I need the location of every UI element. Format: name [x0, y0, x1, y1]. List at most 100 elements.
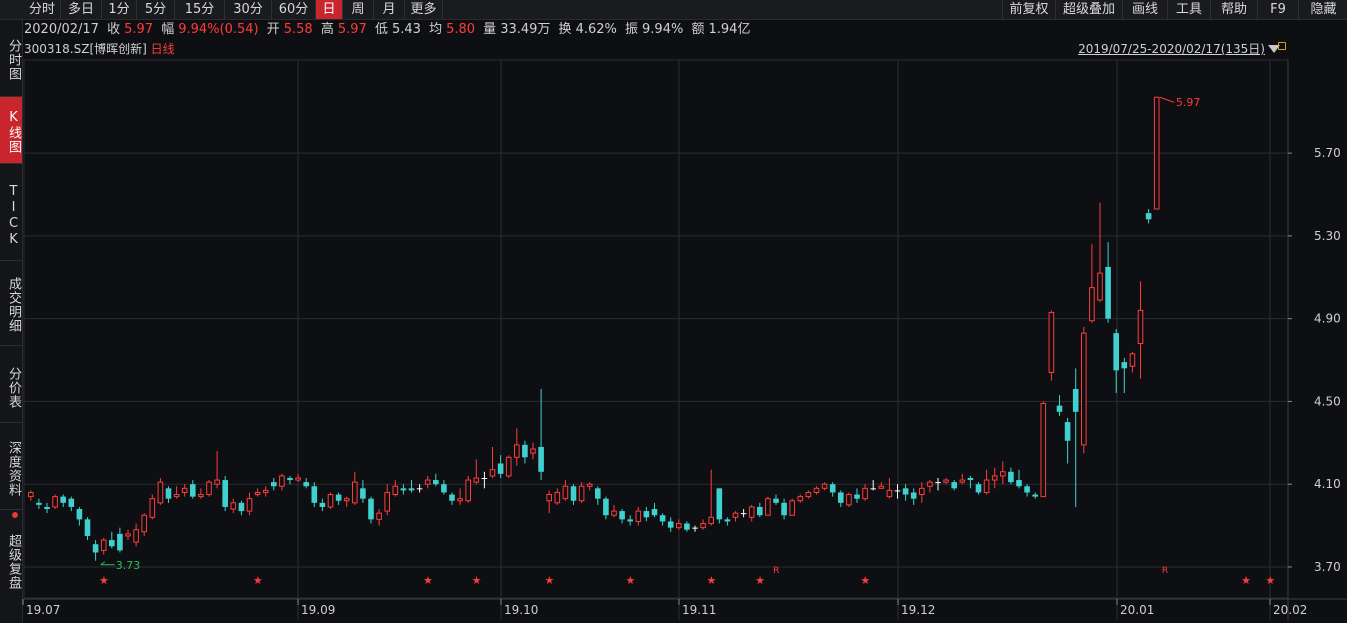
candle: [84, 517, 91, 541]
sidebar-item-tick[interactable]: TICK: [0, 164, 22, 261]
candle: [52, 494, 58, 510]
lock-icon[interactable]: [1278, 42, 1286, 50]
candle-body: [384, 491, 390, 512]
candle: [659, 513, 666, 526]
turnover-label: 换: [558, 22, 572, 37]
candle: [319, 498, 326, 512]
candle-body: [157, 481, 164, 504]
candle: [692, 525, 698, 532]
tab-60min[interactable]: 60分: [272, 0, 316, 19]
sidebar-item-kline-chart[interactable]: K线图: [0, 97, 22, 164]
sidebar-item-trade-details[interactable]: 成交明细: [0, 261, 22, 346]
candle: [181, 484, 188, 497]
tab-intraday[interactable]: 分时: [24, 0, 61, 19]
candle-body: [92, 544, 99, 553]
candle-body: [1129, 353, 1136, 367]
event-marker: R: [1162, 566, 1168, 576]
tab-15min[interactable]: 15分: [175, 0, 225, 19]
tab-super-overlay[interactable]: 超级叠加: [1055, 0, 1122, 19]
sidebar-item-intraday-chart[interactable]: 分时图: [0, 20, 22, 97]
candle-body: [68, 498, 75, 507]
candle: [408, 480, 415, 493]
tab-hide[interactable]: 隐藏: [1298, 0, 1347, 19]
candle: [829, 482, 836, 497]
chart-grid: [23, 59, 1347, 620]
candle-body: [173, 494, 180, 498]
candle-body: [862, 487, 868, 500]
high-label: 高: [320, 22, 334, 37]
candle-body: [254, 491, 261, 496]
date-range[interactable]: 2019/07/25-2020/02/17(135日): [1078, 42, 1265, 56]
candle-body: [789, 500, 796, 516]
close-value: 5.97: [124, 22, 154, 37]
candle: [1121, 357, 1128, 394]
candle: [805, 490, 812, 499]
candle: [497, 455, 504, 478]
candle: [368, 496, 374, 524]
candle: [959, 473, 966, 485]
candle-body: [343, 498, 350, 502]
candle: [611, 504, 617, 518]
candle-body: [165, 488, 172, 499]
candle-body: [643, 511, 650, 518]
tab-forward-adjust[interactable]: 前复权: [1002, 0, 1055, 19]
candle: [1137, 281, 1144, 379]
candle: [1105, 242, 1111, 323]
candle: [1081, 326, 1087, 454]
candle-body: [76, 509, 83, 520]
candle: [230, 498, 237, 514]
candle-body: [262, 489, 269, 493]
x-tick-label: 19.09: [301, 603, 335, 617]
tab-30min[interactable]: 30分: [225, 0, 272, 19]
candle: [562, 480, 569, 501]
tab-daily[interactable]: 日: [316, 0, 343, 19]
tab-monthly[interactable]: 月: [374, 0, 405, 19]
annotations: 5.97 3.73: [100, 96, 1201, 572]
tab-draw[interactable]: 画线: [1122, 0, 1167, 19]
tab-multi-day[interactable]: 多日: [61, 0, 102, 19]
candle-body: [141, 514, 147, 533]
candle-body: [878, 485, 885, 489]
candle: [676, 519, 682, 530]
candle: [870, 480, 876, 491]
tab-help[interactable]: 帮助: [1210, 0, 1257, 19]
amplitude-label: 振: [625, 22, 639, 37]
x-axis: 19.07 19.09 19.10 19.11 19.12 20.01 20.02: [22, 599, 1307, 617]
candle: [700, 519, 706, 530]
candle-body: [595, 488, 601, 499]
amount-value: 1.94亿: [708, 22, 751, 37]
tab-tools[interactable]: 工具: [1167, 0, 1210, 19]
tab-5min[interactable]: 5分: [137, 0, 175, 19]
candle-body: [100, 539, 107, 551]
x-tick-label: 19.12: [901, 603, 935, 617]
tab-more[interactable]: 更多: [405, 0, 443, 19]
tab-weekly[interactable]: 周: [343, 0, 374, 19]
toolbar: 分时 多日 1分 5分 15分 30分 60分 日 周 月 更多 前复权 超级叠…: [0, 0, 1347, 20]
candle: [117, 527, 123, 553]
candle: [376, 509, 382, 526]
candle-body: [206, 481, 212, 496]
candle-body: [133, 529, 139, 543]
candle-body: [1097, 272, 1103, 301]
change-label: 幅: [161, 22, 175, 37]
high-label: 5.97: [1176, 96, 1201, 109]
candle-body: [149, 498, 156, 518]
sidebar-item-depth-info[interactable]: 深度资料: [0, 423, 22, 510]
tab-1min[interactable]: 1分: [102, 0, 137, 19]
sidebar-item-price-table[interactable]: 分价表: [0, 346, 22, 423]
event-marker: ★: [544, 574, 554, 587]
candle-body: [489, 469, 496, 477]
candle-body: [271, 482, 277, 487]
candle: [838, 490, 844, 507]
candle: [975, 482, 982, 495]
candle: [335, 492, 342, 505]
candle-body: [902, 488, 909, 495]
dropdown-triangle-icon[interactable]: [1268, 45, 1280, 53]
tab-f9[interactable]: F9: [1257, 0, 1298, 19]
candle: [28, 490, 34, 501]
candle-body: [84, 519, 91, 536]
sidebar-item-super-replay[interactable]: 超级复盘: [6, 534, 21, 590]
candle: [991, 467, 998, 489]
event-marker: ★: [625, 574, 635, 587]
